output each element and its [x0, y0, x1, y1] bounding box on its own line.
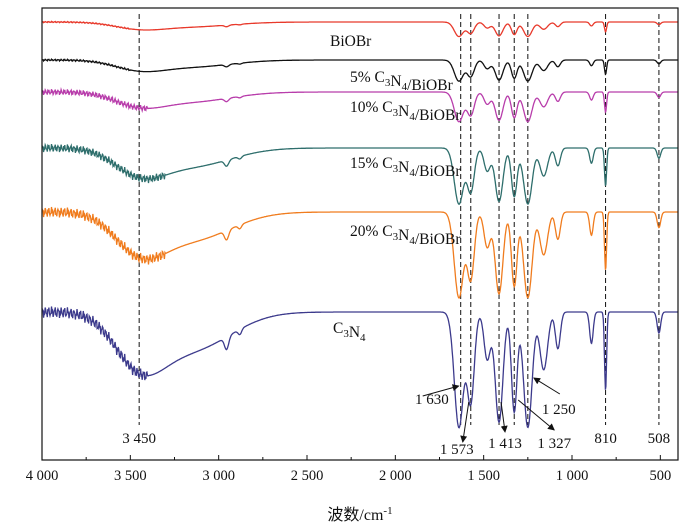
x-axis-ticks: 4 000 3 500 3 000 2 500 2 000 1 500 1 000 500 — [26, 455, 671, 484]
peak-label-4: 1 327 — [537, 436, 571, 452]
peak-label-1: 1 630 — [415, 392, 449, 408]
spectrum-line-4 — [41, 206, 678, 299]
peak-arrow-5 — [533, 377, 561, 395]
series-label-0: BiOBr — [330, 33, 372, 50]
x-tick-label-0: 4 000 — [26, 468, 59, 484]
spectrum-line-0 — [41, 20, 678, 38]
x-axis-label: 波数/cm-1 — [327, 505, 392, 524]
series-label-5: C3N4 — [333, 320, 366, 344]
peak-label-5: 1 250 — [542, 402, 576, 418]
x-tick-label-6: 1 000 — [556, 468, 589, 484]
plot-frame — [41, 7, 679, 461]
peak-annotations: 3 450 1 630 1 573 1 413 1 327 1 250 810 508 — [122, 377, 671, 458]
peak-label-7: 508 — [648, 431, 671, 447]
series-label-4: 20% C3N4/BiOBr — [350, 223, 461, 248]
x-tick-label-3: 2 500 — [291, 468, 324, 484]
peak-label-0: 3 450 — [122, 431, 156, 447]
x-tick-label-4: 2 000 — [379, 468, 412, 484]
series-label-2: 10% C3N4/BiOBr — [350, 99, 461, 124]
x-tick-label-5: 1 500 — [467, 468, 500, 484]
peak-label-2: 1 573 — [440, 442, 474, 458]
peak-arrow-2 — [460, 401, 470, 443]
series-label-1: 5% C3N4/BiOBr — [350, 69, 454, 94]
peak-arrow-1 — [422, 384, 460, 397]
x-axis-label-text: 波数/cm — [327, 506, 384, 524]
peak-arrow-4 — [517, 399, 555, 431]
reference-lines — [138, 14, 660, 425]
x-tick-label-1: 3 500 — [114, 468, 147, 484]
x-tick-label-2: 3 000 — [202, 468, 235, 484]
x-axis-label-sup: -1 — [383, 505, 392, 517]
x-tick-label-7: 500 — [649, 468, 671, 484]
peak-label-6: 810 — [594, 431, 617, 447]
series-label-3: 15% C3N4/BiOBr — [350, 155, 461, 180]
spectrum-line-3 — [41, 142, 678, 205]
spectra-curves — [41, 20, 678, 429]
peak-arrow-3 — [500, 401, 508, 433]
spectrum-line-2 — [41, 87, 678, 123]
series-labels: BiOBr 5% C3N4/BiOBr 10% C3N4/BiOBr 15% C3N4… — [330, 33, 461, 344]
spectrum-line-5 — [41, 306, 678, 429]
peak-label-3: 1 413 — [488, 436, 522, 452]
spectrum-line-1 — [41, 57, 678, 82]
